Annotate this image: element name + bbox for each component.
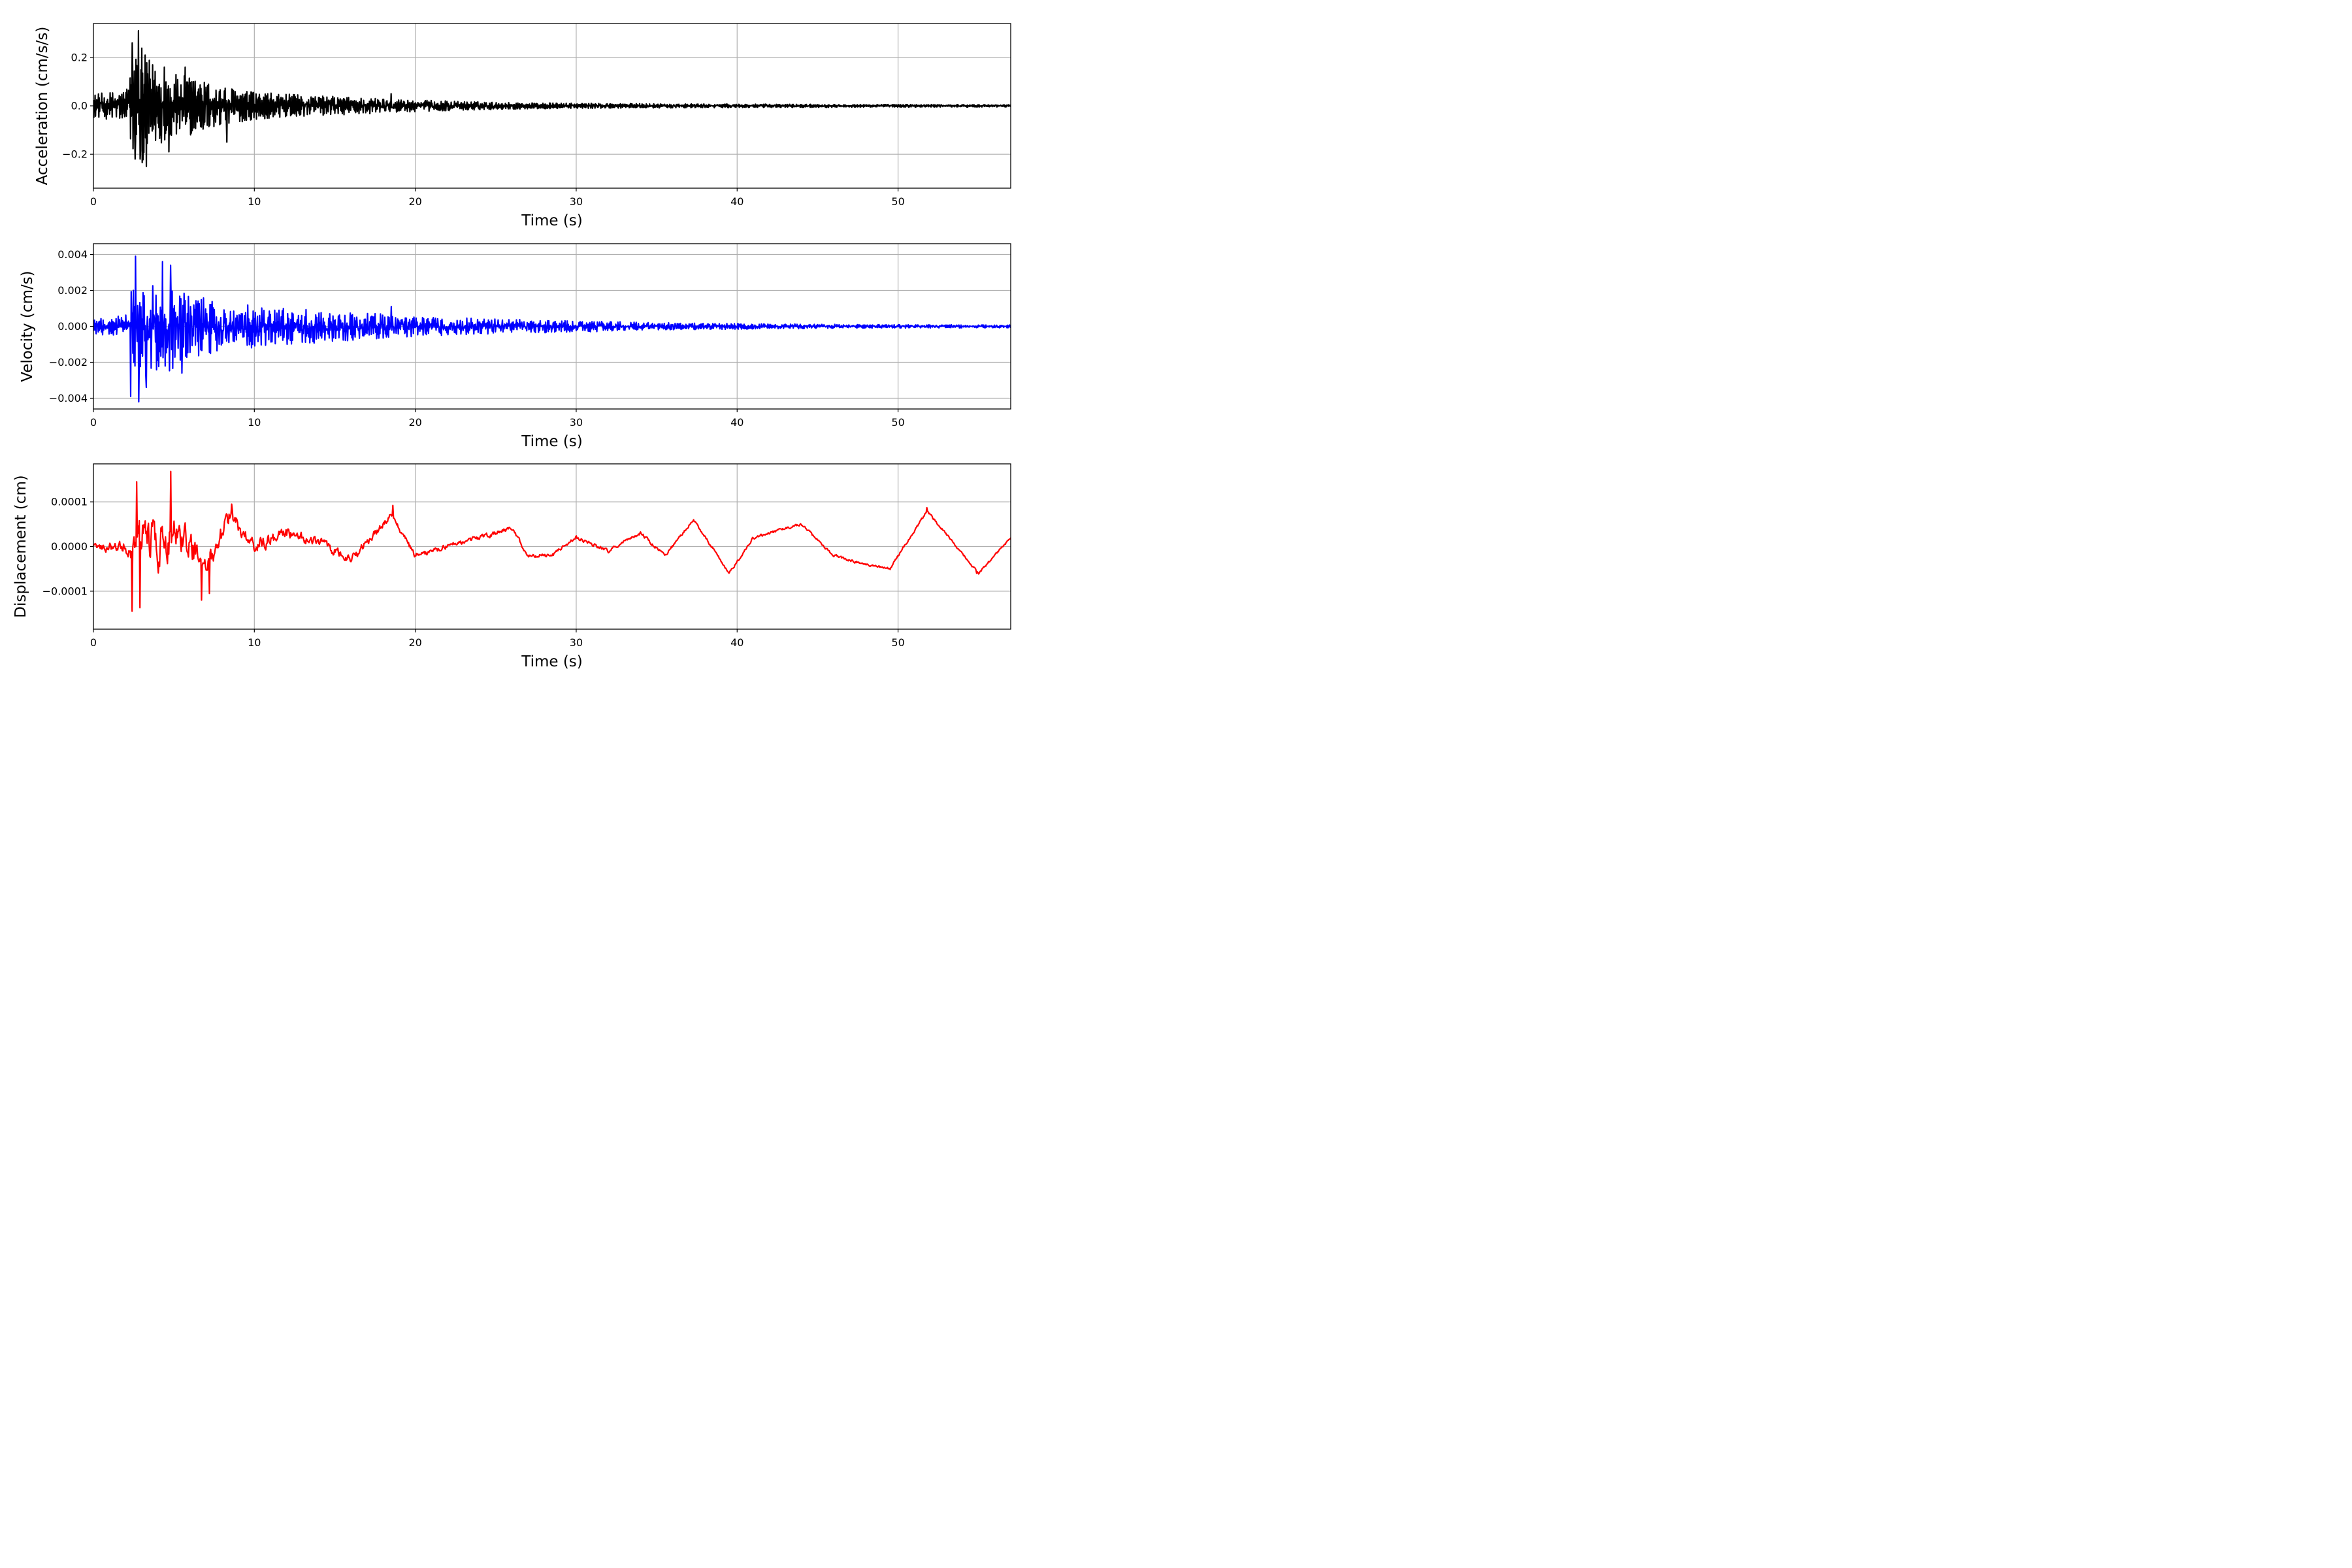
- x-tick-label: 50: [891, 636, 904, 649]
- x-tick-label: 50: [891, 416, 904, 429]
- acceleration-panel: 0 10 20 30 40 50 −0.2 0.0 0.2 Time (s) Acceleratio…: [34, 23, 1011, 229]
- x-tick-label: 30: [570, 195, 583, 208]
- x-tick-label: 10: [248, 195, 261, 208]
- velocity-panel: 0 10 20 30 40 50 −0.004 −0.002 0.000 0.002 0.004 Ti…: [19, 243, 1011, 450]
- y-tick-label: −0.004: [49, 392, 88, 404]
- acceleration-series-line: [93, 30, 1011, 167]
- displacement-series-line: [93, 470, 1011, 612]
- x-tick-label: 0: [90, 636, 97, 649]
- x-axis-label: Time (s): [521, 653, 583, 670]
- x-tick-label: 10: [248, 416, 261, 429]
- y-tick-label: 0.0: [71, 100, 88, 112]
- x-tick-label: 40: [730, 416, 743, 429]
- y-tick-label: 0.004: [57, 248, 88, 261]
- y-tick-label: 0.0001: [51, 496, 88, 508]
- velocity-series-line: [93, 255, 1011, 403]
- y-axis-label: Acceleration (cm/s/s): [34, 27, 51, 186]
- x-tick-label: 50: [891, 195, 904, 208]
- x-tick-label: 10: [248, 636, 261, 649]
- x-tick-label: 30: [570, 416, 583, 429]
- y-axis-label: Displacement (cm): [12, 475, 29, 617]
- y-tick-label: −0.2: [62, 148, 88, 161]
- y-tick-label: −0.0001: [42, 585, 88, 597]
- x-tick-label: 0: [90, 195, 97, 208]
- x-tick-label: 0: [90, 416, 97, 429]
- y-tick-label: 0.000: [57, 320, 88, 333]
- y-tick-label: 0.002: [57, 284, 88, 297]
- y-tick-label: 0.2: [71, 51, 88, 63]
- x-axis-label: Time (s): [521, 433, 583, 450]
- x-tick-label: 30: [570, 636, 583, 649]
- x-tick-label: 20: [408, 636, 421, 649]
- x-tick-label: 40: [730, 195, 743, 208]
- figure: 0 10 20 30 40 50 −0.2 0.0 0.2 Time (s) Acceleratio…: [12, 23, 1011, 670]
- y-tick-label: −0.002: [49, 356, 88, 368]
- x-tick-label: 40: [730, 636, 743, 649]
- x-axis-label: Time (s): [521, 212, 583, 229]
- y-tick-label: 0.0000: [51, 540, 88, 553]
- x-tick-label: 20: [408, 195, 421, 208]
- displacement-panel: 0 10 20 30 40 50 −0.0001 0.0000 0.0001 Time (s) Di…: [12, 463, 1011, 670]
- y-axis-label: Velocity (cm/s): [19, 270, 36, 382]
- x-tick-label: 20: [408, 416, 421, 429]
